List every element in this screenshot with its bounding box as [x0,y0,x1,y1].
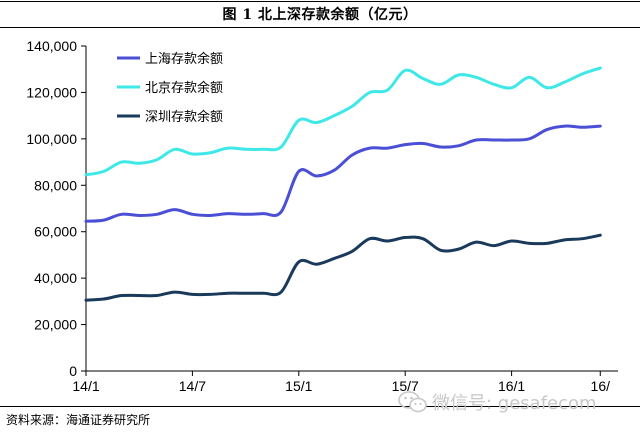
source-note: 资料来源：海通证券研究所 [6,413,151,427]
legend-label: 深圳存款余额 [145,109,223,125]
series-line [84,124,602,223]
wechat-icon [398,391,427,413]
x-tick-label: 16/ [591,378,611,394]
chart-axes: 0 20,000 40,000 60,000 80,000 100,000 120,000 1… [26,38,618,394]
title-top-rule [0,1,640,2]
y-tick-label: 20,000 [34,317,77,333]
source-rule [0,406,640,407]
watermark-text: 微信号: gesafecom [432,393,597,414]
y-tick-label: 120,000 [26,84,77,100]
x-tick-label: 15/7 [392,378,419,394]
y-tick-label: 140,000 [26,38,77,54]
series-line [84,233,602,302]
figure-title: 图 1 北上深存款余额（亿元） [222,7,418,23]
y-tick-label: 0 [69,363,77,379]
chart-series [84,66,602,302]
x-tick-label: 14/7 [179,378,206,394]
legend-label: 北京存款余额 [145,80,223,96]
y-tick-label: 60,000 [34,224,77,240]
title-bottom-rule [0,27,640,28]
legend-label: 上海存款余额 [145,51,223,67]
y-tick-label: 100,000 [26,131,77,147]
y-tick-label: 40,000 [34,270,77,286]
x-tick-label: 14/1 [72,378,99,394]
x-tick-label: 15/1 [285,378,312,394]
series-line [84,66,602,177]
watermark: 微信号: gesafecom [398,389,597,415]
x-tick-label: 16/1 [498,378,525,394]
y-tick-label: 80,000 [34,177,77,193]
